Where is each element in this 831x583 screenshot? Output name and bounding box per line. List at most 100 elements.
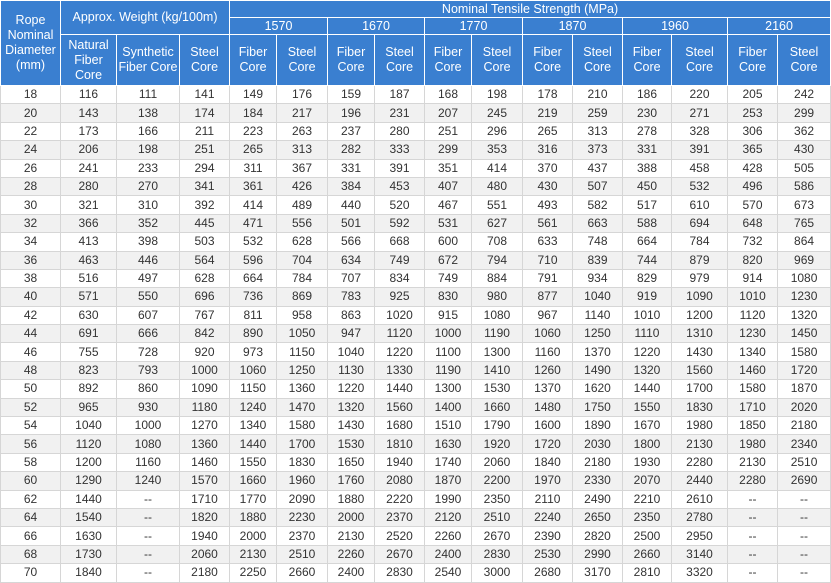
value-cell: 732: [727, 232, 779, 252]
value-cell: 1880: [327, 489, 376, 509]
header-strength-col: Fiber Core: [622, 34, 673, 86]
header-weight-col: Steel Core: [178, 34, 231, 86]
value-cell: 708: [471, 232, 524, 252]
value-cell: 965: [60, 397, 117, 418]
value-cell: 967: [522, 305, 574, 326]
value-cell: 331: [327, 158, 376, 178]
value-cell: 1140: [572, 305, 624, 326]
value-cell: 607: [116, 305, 180, 326]
value-cell: 811: [229, 305, 278, 326]
value-cell: 1300: [471, 342, 524, 362]
value-cell: 1660: [229, 471, 278, 491]
value-cell: 672: [424, 250, 473, 270]
value-cell: 1160: [116, 452, 180, 473]
value-cell: 1710: [178, 489, 231, 509]
value-cell: 428: [727, 158, 779, 178]
value-cell: 196: [327, 103, 376, 123]
value-cell: 1560: [671, 360, 729, 381]
value-cell: 2780: [671, 507, 729, 528]
value-cell: 2440: [671, 471, 729, 491]
value-cell: 1010: [622, 305, 673, 326]
value-cell: 691: [60, 324, 117, 344]
value-cell: 1800: [622, 434, 673, 454]
value-cell: --: [116, 507, 180, 528]
value-cell: 388: [622, 158, 673, 178]
value-cell: 176: [276, 84, 329, 105]
value-cell: 1160: [522, 342, 574, 362]
value-cell: 979: [671, 268, 729, 289]
diameter-cell: 66: [0, 526, 61, 546]
value-cell: 259: [572, 103, 624, 123]
value-cell: 111: [116, 84, 180, 105]
value-cell: --: [116, 526, 180, 546]
diameter-cell: 32: [0, 213, 61, 234]
value-cell: 1620: [572, 379, 624, 399]
diameter-cell: 28: [0, 176, 61, 197]
value-cell: 310: [116, 195, 180, 215]
value-cell: 1880: [229, 507, 278, 528]
value-cell: 1940: [374, 452, 426, 473]
table-row: 36 463 446 564 596 704 634 749 672 794 710 839 744 87…: [0, 250, 831, 270]
value-cell: 627: [471, 213, 524, 234]
value-cell: 2530: [522, 544, 574, 565]
value-cell: --: [116, 563, 180, 583]
value-cell: 2370: [276, 526, 329, 546]
value-cell: 187: [374, 84, 426, 105]
value-cell: 1810: [374, 434, 426, 454]
value-cell: --: [727, 563, 779, 583]
value-cell: 2030: [572, 434, 624, 454]
value-cell: 503: [178, 232, 231, 252]
value-cell: 2120: [424, 507, 473, 528]
value-cell: 634: [327, 250, 376, 270]
value-cell: 351: [424, 158, 473, 178]
value-cell: 744: [622, 250, 673, 270]
value-cell: 2180: [777, 416, 831, 436]
value-cell: 1980: [671, 416, 729, 436]
value-cell: 1790: [471, 416, 524, 436]
value-cell: 2680: [522, 563, 574, 583]
diameter-cell: 38: [0, 268, 61, 289]
value-cell: 823: [60, 360, 117, 381]
header-rope-diameter: Rope Nominal Diameter (mm): [0, 0, 61, 86]
value-cell: 1960: [276, 471, 329, 491]
value-cell: 116: [60, 84, 117, 105]
value-cell: 2540: [424, 563, 473, 583]
value-cell: 890: [229, 324, 278, 344]
value-cell: 233: [116, 158, 180, 178]
value-cell: 980: [471, 287, 524, 307]
table-row: 20 143 138 174 184 217 196 231 207 245 219 259 230 27…: [0, 103, 831, 123]
value-cell: 1090: [671, 287, 729, 307]
value-cell: 1840: [60, 563, 117, 583]
value-cell: 1110: [622, 324, 673, 344]
value-cell: 1550: [622, 397, 673, 418]
value-cell: 1990: [424, 489, 473, 509]
value-cell: --: [777, 507, 831, 528]
value-cell: 1870: [777, 379, 831, 399]
value-cell: 450: [622, 176, 673, 197]
value-cell: 1320: [327, 397, 376, 418]
value-cell: 748: [572, 232, 624, 252]
value-cell: 1750: [572, 397, 624, 418]
value-cell: 353: [471, 140, 524, 160]
value-cell: 925: [374, 287, 426, 307]
diameter-cell: 58: [0, 452, 61, 473]
value-cell: 296: [471, 121, 524, 142]
value-cell: 596: [229, 250, 278, 270]
value-cell: --: [727, 526, 779, 546]
value-cell: 1580: [727, 379, 779, 399]
value-cell: 2220: [374, 489, 426, 509]
value-cell: 586: [777, 176, 831, 197]
value-cell: 1470: [276, 397, 329, 418]
diameter-cell: 40: [0, 287, 61, 307]
value-cell: 877: [522, 287, 574, 307]
value-cell: 237: [327, 121, 376, 142]
value-cell: 2660: [622, 544, 673, 565]
value-cell: 664: [229, 268, 278, 289]
value-cell: 1360: [178, 434, 231, 454]
value-cell: 3140: [671, 544, 729, 565]
value-cell: 1920: [471, 434, 524, 454]
table-row: 40 571 550 696 736 869 783 925 830 980 877 1040 919 1…: [0, 287, 831, 307]
table-row: 22 173 166 211 223 263 237 280 251 296 265 313 278 32…: [0, 121, 831, 142]
table-row: 38 516 497 628 664 784 707 834 749 884 791 934 829 97…: [0, 268, 831, 289]
value-cell: 294: [178, 158, 231, 178]
